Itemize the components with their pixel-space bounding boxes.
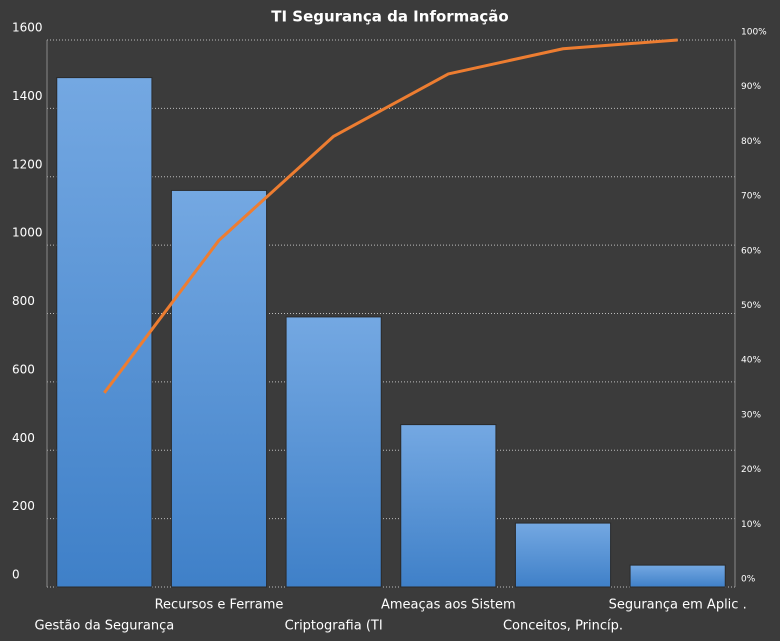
y2-tick-label: 10% [741, 520, 761, 530]
bar [285, 316, 382, 588]
y2-tick-label: 100% [741, 28, 767, 38]
y-tick-label: 0 [12, 568, 20, 582]
y-tick-label: 200 [12, 499, 35, 513]
x-tick-label: Recursos e Ferrame [155, 598, 284, 613]
bar [170, 189, 268, 588]
y2-tick-label: 0% [741, 575, 756, 585]
y-tick-label: 1400 [12, 89, 43, 103]
bar [514, 522, 612, 588]
x-tick-label: Conceitos, Princíp. [503, 619, 623, 634]
y2-tick-label: 80% [741, 137, 761, 147]
x-tick-label: Gestão da Segurança [34, 619, 174, 634]
y2-tick-label: 50% [741, 301, 761, 311]
y-tick-label: 800 [12, 294, 35, 308]
y2-tick-label: 60% [741, 246, 761, 256]
bar [400, 424, 497, 588]
y-tick-label: 1600 [12, 21, 43, 35]
y-tick-label: 600 [12, 362, 35, 376]
x-tick-label: Criptografia (TI [285, 619, 383, 634]
y-tick-label: 1000 [12, 226, 43, 240]
bar [629, 564, 726, 588]
y2-tick-label: 30% [741, 410, 761, 420]
y2-tick-label: 40% [741, 356, 761, 366]
bar [56, 77, 153, 588]
line [103, 38, 678, 394]
y2-tick-label: 20% [741, 465, 761, 475]
y-tick-label: 1200 [12, 157, 43, 171]
chart-title: TI Segurança da Informação [271, 8, 509, 26]
y2-tick-label: 70% [741, 192, 761, 202]
x-tick-label: Ameaças aos Sistem [381, 598, 516, 613]
y-tick-label: 400 [12, 431, 35, 445]
y2-tick-label: 90% [741, 82, 761, 92]
x-tick-label: Segurança em Aplic . [609, 598, 747, 613]
